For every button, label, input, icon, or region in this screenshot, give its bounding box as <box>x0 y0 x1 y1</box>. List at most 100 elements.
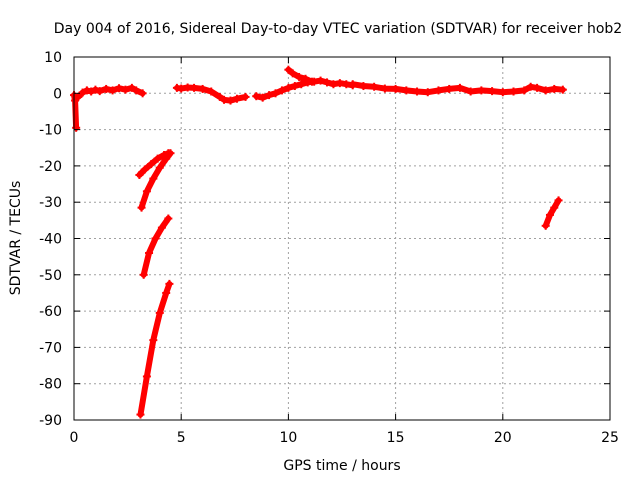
data-point <box>271 89 280 98</box>
x-tick-label: 10 <box>279 430 297 446</box>
data-point <box>82 86 91 95</box>
data-point <box>434 86 443 95</box>
data-point <box>157 223 166 232</box>
data-point <box>509 87 518 96</box>
data-point <box>207 87 216 96</box>
chart-title: Day 004 of 2016, Sidereal Day-to-day VTE… <box>54 21 622 37</box>
series-band <box>542 197 562 229</box>
data-point <box>258 93 267 102</box>
data-point <box>413 87 422 96</box>
data-point <box>423 88 432 97</box>
series-late-arc <box>541 196 563 230</box>
data-point <box>87 87 96 96</box>
data-point <box>226 96 235 105</box>
data-point <box>149 174 158 183</box>
data-point <box>526 82 535 91</box>
x-tick-label: 5 <box>177 430 186 446</box>
data-point <box>402 86 411 95</box>
data-point <box>380 84 389 93</box>
data-point <box>142 187 151 196</box>
series-early-block <box>74 83 147 101</box>
x-axis-label: GPS time / hours <box>283 458 400 474</box>
x-tick-label: 15 <box>387 430 405 446</box>
data-point <box>316 76 325 85</box>
data-layer <box>70 65 567 419</box>
series-arc-3 <box>139 214 173 279</box>
data-point <box>190 83 199 92</box>
y-tick-label: -90 <box>39 413 62 429</box>
x-tick-label: 0 <box>70 430 79 446</box>
data-point <box>391 84 400 93</box>
data-point <box>127 83 136 92</box>
y-tick-label: -30 <box>39 195 62 211</box>
x-tick-label: 20 <box>494 430 512 446</box>
y-tick-label: 10 <box>44 50 62 66</box>
data-point <box>533 83 542 92</box>
series-band <box>349 81 517 96</box>
data-point <box>121 85 130 94</box>
y-tick-label: -70 <box>39 340 62 356</box>
data-point <box>232 94 241 103</box>
data-point <box>147 160 156 169</box>
data-point <box>550 203 559 212</box>
data-point <box>455 83 464 92</box>
data-point <box>545 210 554 219</box>
data-point <box>142 372 151 381</box>
data-point <box>541 86 550 95</box>
data-point <box>153 154 162 163</box>
data-point <box>72 123 81 132</box>
y-tick-label: -20 <box>39 159 62 175</box>
data-point <box>155 308 164 317</box>
data-point <box>151 234 160 243</box>
data-point <box>215 92 224 101</box>
data-point <box>132 86 141 95</box>
data-point <box>284 83 293 92</box>
data-point <box>370 82 379 91</box>
data-point <box>91 85 100 94</box>
data-point <box>164 214 173 223</box>
data-point <box>301 74 310 83</box>
data-point <box>135 170 144 179</box>
data-point <box>78 88 87 97</box>
data-point <box>541 221 550 230</box>
data-point <box>155 163 164 172</box>
data-point <box>252 92 261 101</box>
data-point <box>558 85 567 94</box>
series-mid-block-1 <box>172 83 250 105</box>
data-point <box>140 165 149 174</box>
data-point <box>108 86 117 95</box>
y-tick-label: -50 <box>39 268 62 284</box>
data-point <box>102 84 111 93</box>
data-point <box>136 410 145 419</box>
data-point <box>290 82 299 91</box>
data-point <box>198 84 207 93</box>
data-point <box>550 84 559 93</box>
data-point <box>284 65 293 74</box>
data-point <box>288 69 297 78</box>
data-point <box>95 87 104 96</box>
data-point <box>295 72 304 81</box>
data-point <box>277 86 286 95</box>
data-point <box>166 149 175 158</box>
data-point <box>498 88 507 97</box>
data-point <box>241 92 250 101</box>
data-point <box>477 86 486 95</box>
series-arc-2 <box>137 149 175 212</box>
data-point <box>265 91 274 100</box>
y-tick-label: -40 <box>39 232 62 248</box>
data-point <box>466 87 475 96</box>
data-point <box>488 87 497 96</box>
data-point <box>177 84 186 93</box>
data-point <box>149 336 158 345</box>
data-point <box>115 84 124 93</box>
y-tick-label: -10 <box>39 123 62 139</box>
grid-layer <box>74 57 610 420</box>
data-point <box>145 249 154 258</box>
data-point <box>137 203 146 212</box>
tick-layer: 0 5 10 15 20 25 10 0 -10 -20 -30 -40 -50 -60 -70 -80 -90 <box>39 50 619 446</box>
data-point <box>162 154 171 163</box>
x-tick-label: 25 <box>601 430 619 446</box>
series-arc-4 <box>136 279 174 419</box>
